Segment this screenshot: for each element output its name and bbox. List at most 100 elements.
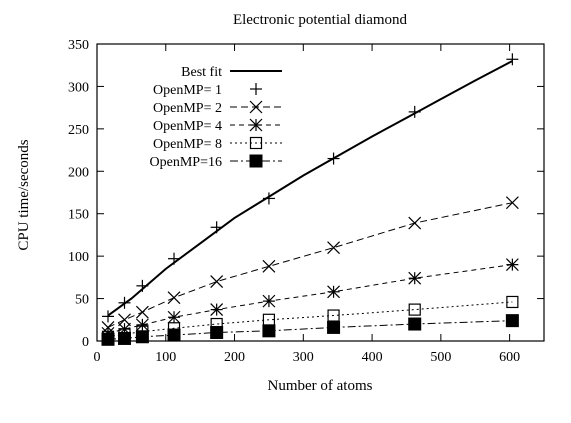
legend-marker <box>249 118 263 132</box>
data-point <box>118 296 131 309</box>
data-point <box>168 252 181 265</box>
marker-shape <box>249 154 263 168</box>
marker-stroke <box>262 294 276 308</box>
data-point <box>167 310 181 324</box>
marker-stroke <box>327 241 340 255</box>
data-point <box>408 271 422 285</box>
marker-stroke <box>118 313 131 327</box>
data-point <box>210 326 224 340</box>
data-point <box>262 259 276 273</box>
marker-shape <box>249 136 263 150</box>
plot-area: 0 50 100 150 200 250 300 350 0 100 200 300 400 500 600 <box>68 38 545 365</box>
series-line-4 <box>107 301 513 338</box>
data-point <box>327 285 340 299</box>
data-point <box>408 303 421 316</box>
marker-shape <box>118 331 132 345</box>
marker-stroke <box>262 259 276 273</box>
legend-marker <box>250 83 262 95</box>
data-point <box>167 328 181 342</box>
data-point <box>101 332 115 346</box>
y-tick-label: 200 <box>68 165 89 180</box>
y-tick-label: 350 <box>68 38 89 53</box>
data-point <box>210 221 223 234</box>
y-tick-label: 0 <box>82 335 89 350</box>
best-fit-line <box>107 60 513 317</box>
x-tick-label: 0 <box>94 350 101 365</box>
data-point <box>136 279 149 292</box>
data-point <box>505 196 519 210</box>
legend-label: OpenMP= 8 <box>153 137 222 152</box>
data-point <box>262 294 276 308</box>
marker-shape <box>327 320 341 334</box>
data-point <box>210 303 224 317</box>
marker-stroke <box>249 118 263 132</box>
y-tick-label: 50 <box>75 293 89 308</box>
marker-shape <box>262 324 276 338</box>
legend-label: Best fit <box>181 65 222 80</box>
data-point <box>506 295 519 309</box>
data-point <box>167 291 181 305</box>
marker-stroke <box>327 285 340 299</box>
y-tick-label: 100 <box>68 250 89 265</box>
x-axis-label: Number of atoms <box>268 378 373 394</box>
data-point <box>505 258 519 272</box>
x-tick-label: 600 <box>499 350 520 365</box>
y-axis-label: CPU time/seconds <box>16 139 32 250</box>
marker-stroke <box>210 275 224 289</box>
data-point <box>135 305 149 319</box>
data-point <box>102 310 115 323</box>
legend-label: OpenMP= 4 <box>153 119 222 134</box>
series-line-2 <box>107 202 513 328</box>
marker-stroke <box>167 291 181 305</box>
marker-shape <box>506 295 519 309</box>
legend-label: OpenMP=16 <box>150 155 222 170</box>
plot-frame <box>96 43 545 342</box>
data-point <box>327 152 340 165</box>
x-tick-label: 500 <box>430 350 451 365</box>
marker-shape <box>167 328 181 342</box>
data-point <box>505 314 519 328</box>
x-tick-label: 400 <box>362 350 383 365</box>
marker-stroke <box>249 100 263 114</box>
marker-shape <box>210 326 224 340</box>
data-point <box>262 192 275 205</box>
data-point <box>118 313 131 327</box>
marker-stroke <box>210 303 224 317</box>
data-point <box>506 53 519 66</box>
legend-label: OpenMP= 2 <box>153 101 222 116</box>
chart-title: Electronic potential diamond <box>233 12 408 28</box>
data-point <box>408 216 422 230</box>
y-tick-label: 150 <box>68 208 89 223</box>
y-tick-label: 300 <box>68 80 89 95</box>
marker-shape <box>101 332 115 346</box>
data-point <box>135 318 149 332</box>
x-tick-label: 300 <box>293 350 314 365</box>
data-point <box>327 241 340 255</box>
marker-stroke <box>505 258 519 272</box>
legend-label: OpenMP= 1 <box>153 83 222 98</box>
marker-shape <box>135 330 149 344</box>
legend: Best fit OpenMP= 1 OpenMP= 2 OpenMP= 4 OpenM… <box>150 65 282 170</box>
marker-shape <box>408 303 421 316</box>
marker-shape <box>505 314 519 328</box>
y-tick-label: 250 <box>68 123 89 138</box>
marker-stroke <box>408 216 422 230</box>
x-tick-label: 200 <box>224 350 245 365</box>
marker-stroke <box>408 271 422 285</box>
marker-shape <box>408 317 422 331</box>
data-point <box>327 320 341 334</box>
legend-marker <box>249 100 263 114</box>
data-point <box>408 317 422 331</box>
marker-stroke <box>167 310 181 324</box>
data-point <box>118 331 132 345</box>
x-tick-label: 100 <box>155 350 176 365</box>
marker-stroke <box>135 318 149 332</box>
legend-marker <box>249 154 263 168</box>
legend-marker <box>249 136 263 150</box>
data-point <box>210 275 224 289</box>
data-point <box>262 324 276 338</box>
data-point <box>135 330 149 344</box>
marker-stroke <box>135 305 149 319</box>
